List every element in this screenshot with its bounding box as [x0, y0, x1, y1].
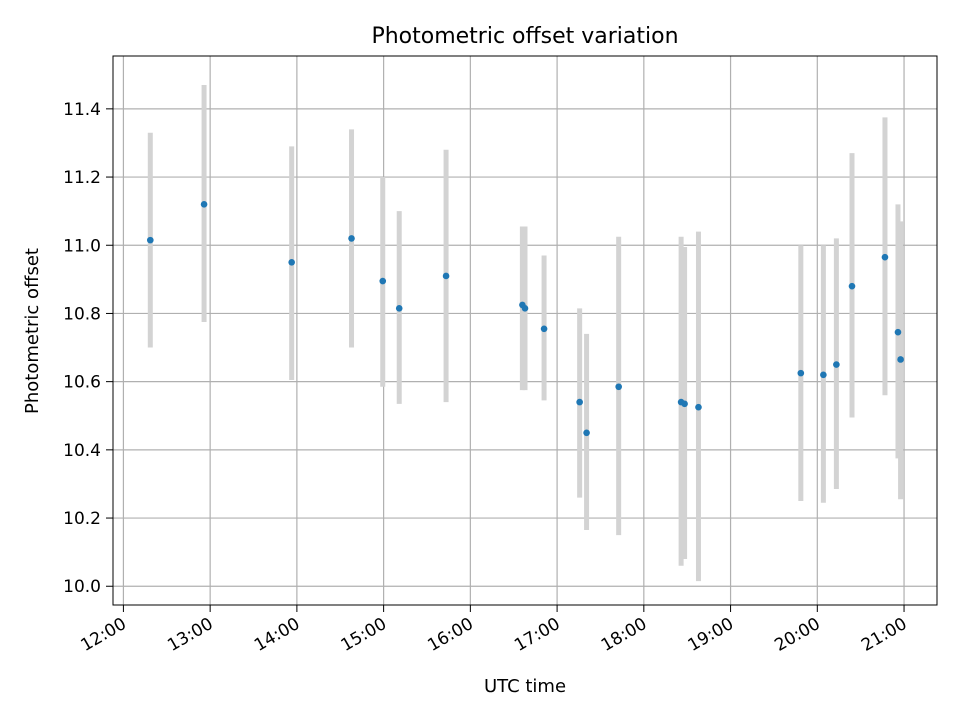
data-point	[288, 259, 295, 266]
data-point	[848, 282, 856, 290]
y-tick-label: 10.0	[63, 577, 101, 597]
data-points	[146, 201, 904, 437]
y-tick-label: 10.4	[63, 441, 101, 461]
x-axis-label: UTC time	[484, 676, 566, 697]
y-tick-label: 11.2	[63, 168, 101, 188]
data-point	[395, 305, 403, 312]
data-point	[146, 236, 154, 244]
data-point	[540, 325, 548, 333]
data-point	[615, 383, 622, 391]
y-axis-ticks: 10.0 10.2 10.4 10.6 10.8 11.0 11.2 11.4	[63, 100, 113, 597]
data-point	[833, 361, 840, 368]
data-point	[348, 235, 355, 242]
y-axis-label: Photometric offset	[22, 248, 43, 414]
y-tick-label: 10.8	[63, 304, 101, 324]
y-tick-label: 10.2	[63, 509, 101, 529]
data-point	[881, 253, 889, 261]
y-tick-label: 11.4	[63, 100, 101, 120]
data-point	[521, 305, 529, 312]
chart-title: Photometric offset variation	[371, 24, 678, 49]
data-point	[797, 369, 805, 377]
data-point	[820, 371, 827, 379]
data-point	[897, 356, 904, 363]
plot-frame	[112, 55, 938, 606]
y-tick-label: 10.6	[63, 373, 101, 393]
data-point	[695, 403, 702, 411]
data-point	[200, 201, 208, 208]
y-tick-label: 11.0	[63, 236, 101, 256]
data-point	[576, 398, 583, 406]
data-point	[379, 277, 387, 285]
data-point	[894, 328, 902, 336]
data-point	[442, 272, 450, 280]
data-point	[583, 429, 590, 437]
data-point	[681, 400, 688, 408]
